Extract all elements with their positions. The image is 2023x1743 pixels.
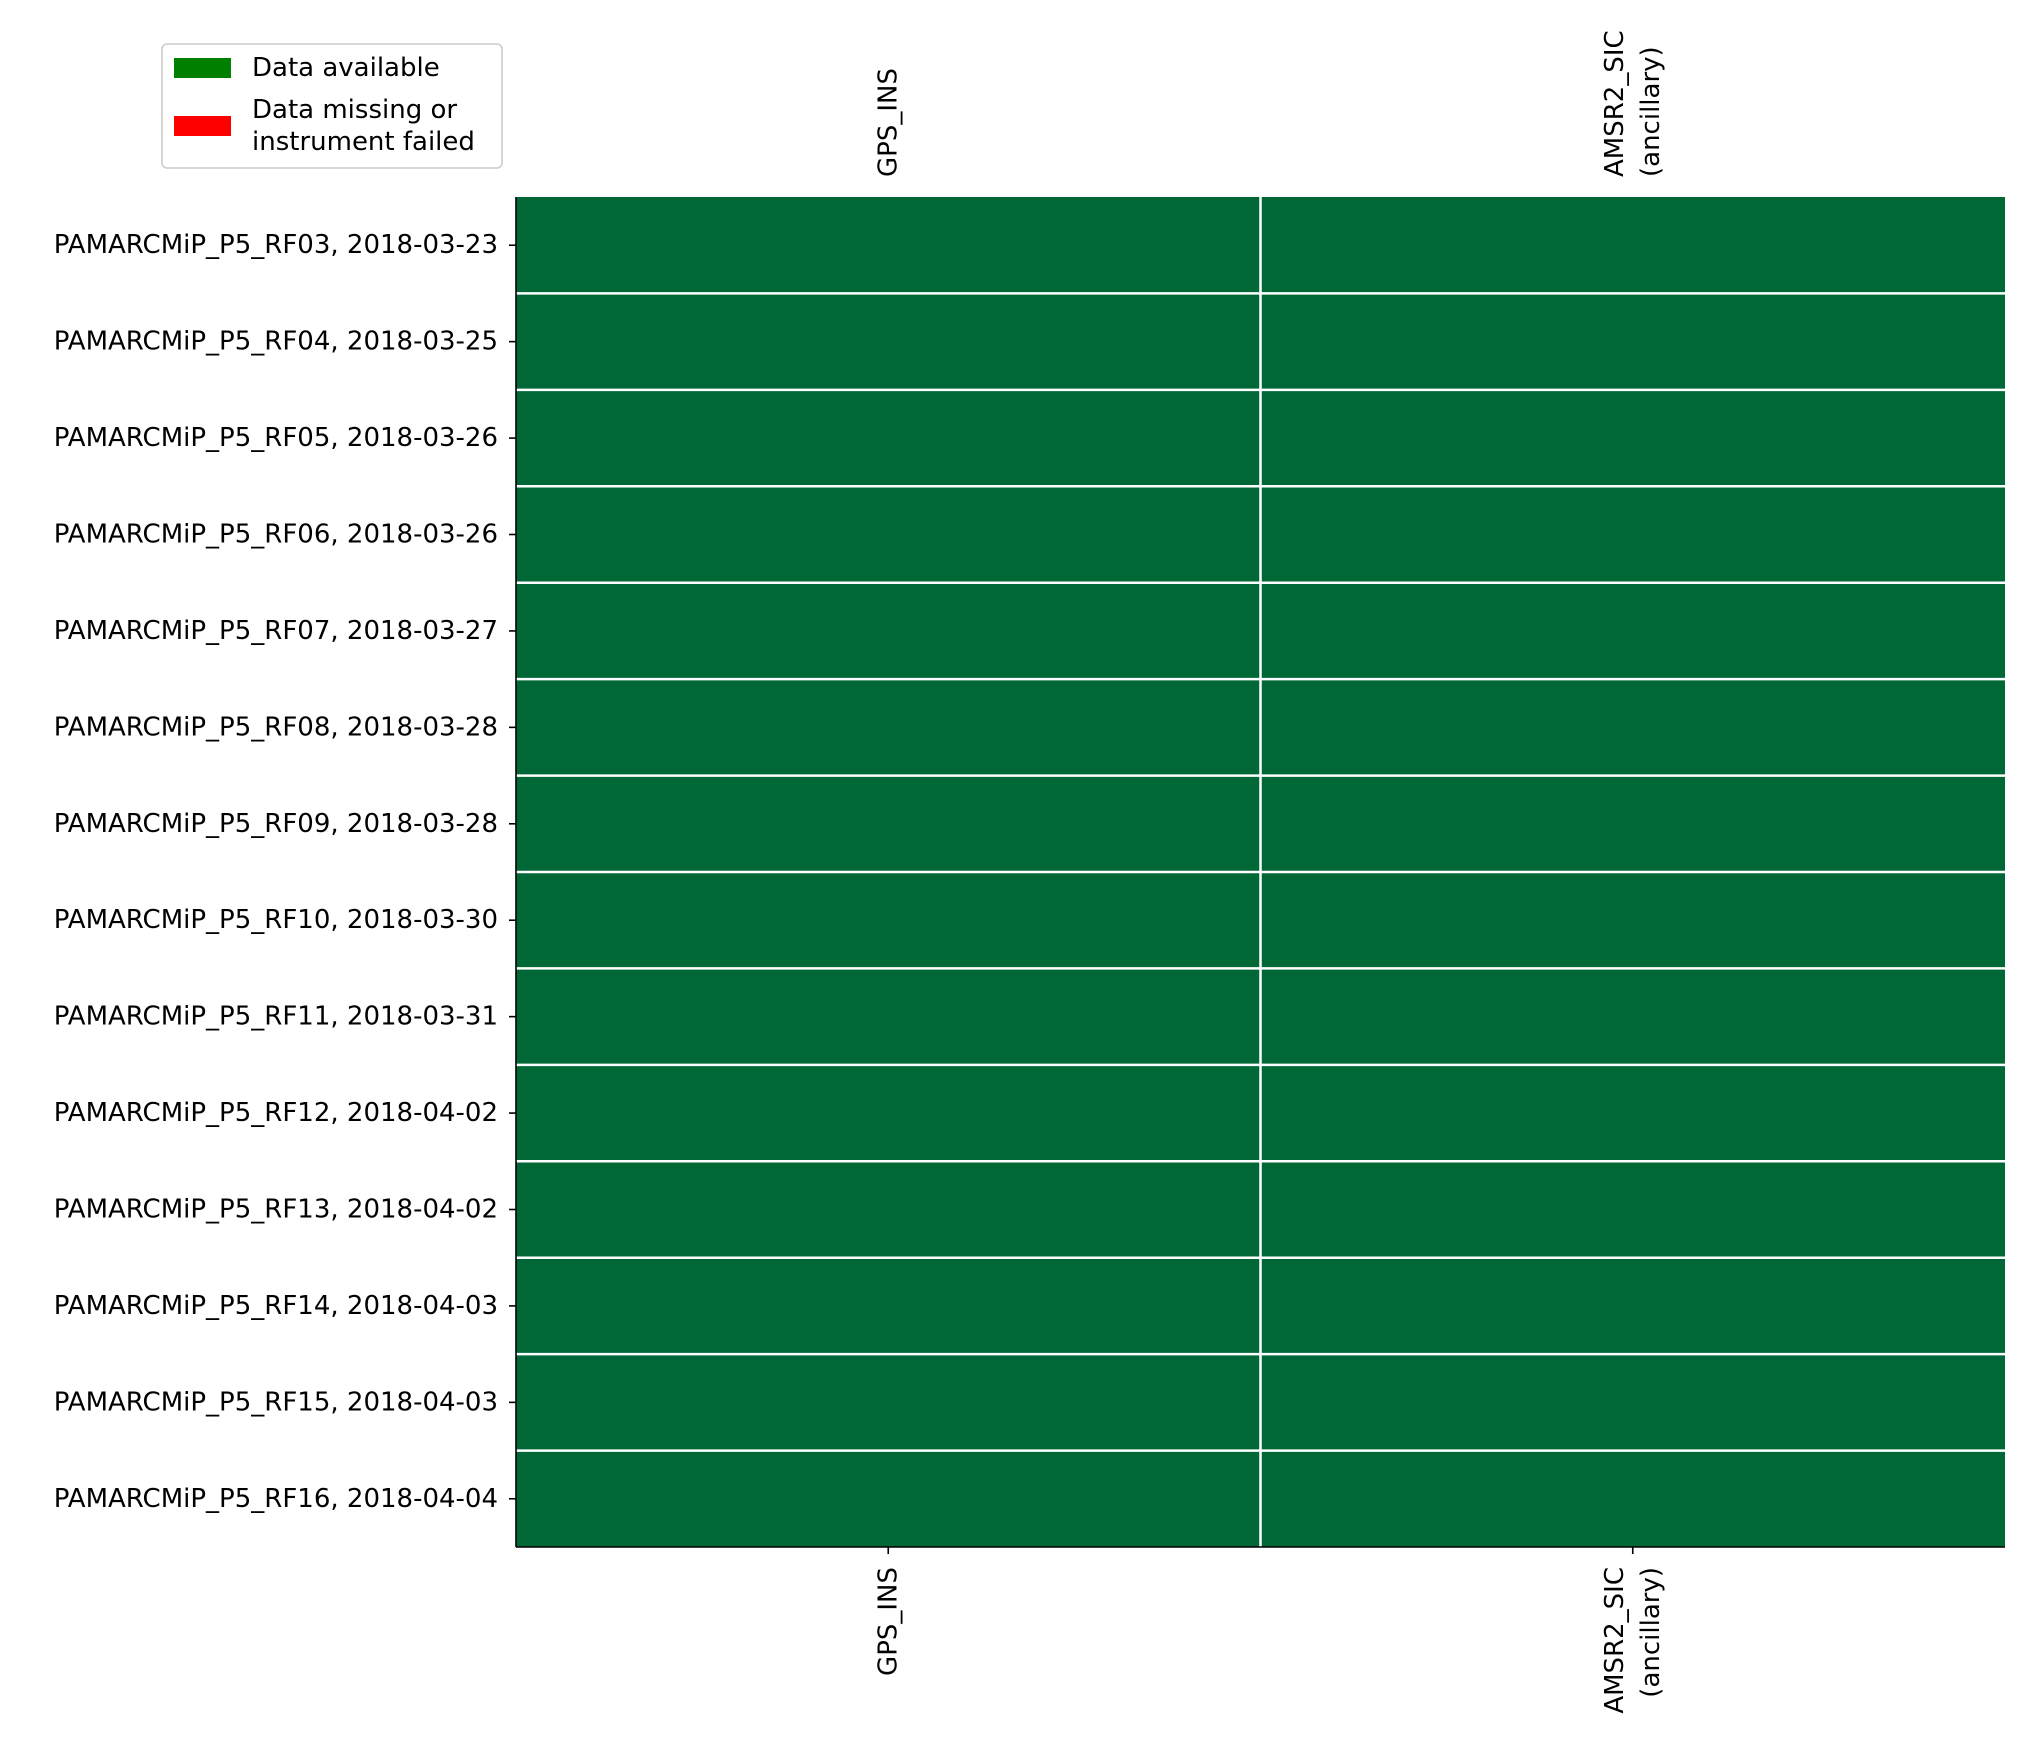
column-label-top-line: (ancillary) — [1636, 46, 1666, 177]
heatmap-cell — [516, 1354, 1261, 1451]
heatmap-cell — [516, 1450, 1261, 1547]
column-labels-bottom: GPS_INS AMSR2_SIC (ancillary) — [873, 1547, 1666, 1714]
row-label: PAMARCMiP_P5_RF12, 2018-04-02 — [54, 1098, 498, 1128]
column-label-bottom-line: (ancillary) — [1636, 1567, 1666, 1698]
row-label: PAMARCMiP_P5_RF04, 2018-03-25 — [54, 327, 498, 357]
heatmap-cell — [1260, 486, 2005, 583]
heatmap-cell — [1260, 1450, 2005, 1547]
heatmap-cell — [516, 679, 1261, 776]
legend-swatch — [174, 116, 231, 136]
legend-frame — [161, 43, 503, 169]
axes — [515, 197, 2005, 1548]
heatmap-cell — [516, 872, 1261, 969]
column-label-bottom: AMSR2_SIC (ancillary) — [1600, 1567, 1666, 1714]
legend-label: Data available — [252, 53, 440, 83]
heatmap-cell — [1260, 1161, 2005, 1258]
column-label-top-line: GPS_INS — [873, 68, 903, 177]
column-labels-top: GPS_INS AMSR2_SIC (ancillary) — [873, 30, 1666, 177]
heatmap-cells — [516, 197, 2005, 1547]
row-label: PAMARCMiP_P5_RF07, 2018-03-27 — [54, 616, 498, 646]
heatmap-cell — [1260, 679, 2005, 776]
column-label-top: GPS_INS — [873, 68, 903, 177]
row-label: PAMARCMiP_P5_RF16, 2018-04-04 — [54, 1484, 498, 1514]
heatmap-cell — [1260, 389, 2005, 487]
heatmap-cell — [516, 775, 1261, 872]
legend-label: instrument failed — [252, 127, 475, 157]
heatmap-cell — [516, 486, 1261, 583]
heatmap-cell — [516, 1257, 1261, 1355]
heatmap-cell — [516, 293, 1261, 390]
heatmap-cell — [1260, 293, 2005, 390]
heatmap-cell — [516, 1064, 1261, 1162]
heatmap-cell — [1260, 1354, 2005, 1451]
heatmap-cell — [516, 968, 1261, 1065]
column-label-bottom: GPS_INS — [873, 1567, 903, 1676]
row-label: PAMARCMiP_P5_RF10, 2018-03-30 — [54, 905, 498, 935]
column-label-top-line: AMSR2_SIC — [1600, 30, 1630, 177]
row-label: PAMARCMiP_P5_RF14, 2018-04-03 — [54, 1291, 498, 1321]
legend: Data available Data missing orinstrument … — [161, 43, 503, 169]
legend-swatch — [174, 58, 231, 78]
row-label: PAMARCMiP_P5_RF03, 2018-03-23 — [54, 230, 498, 260]
heatmap-cell — [1260, 775, 2005, 872]
heatmap-cell — [516, 582, 1261, 680]
heatmap-cell — [1260, 582, 2005, 680]
cell-separators — [516, 197, 2005, 1547]
heatmap-cell — [1260, 968, 2005, 1065]
heatmap-cell — [1260, 1064, 2005, 1162]
row-label: PAMARCMiP_P5_RF08, 2018-03-28 — [54, 712, 498, 742]
heatmap-cell — [516, 197, 1261, 294]
heatmap-cell — [516, 1161, 1261, 1258]
column-label-bottom-line: AMSR2_SIC — [1600, 1567, 1630, 1714]
heatmap-cell — [516, 389, 1261, 487]
row-label: PAMARCMiP_P5_RF09, 2018-03-28 — [54, 809, 498, 839]
row-label: PAMARCMiP_P5_RF05, 2018-03-26 — [54, 423, 498, 453]
row-label: PAMARCMiP_P5_RF11, 2018-03-31 — [54, 1002, 498, 1032]
heatmap-cell — [1260, 197, 2005, 294]
heatmap-cell — [1260, 1257, 2005, 1355]
legend-label: Data missing or — [252, 95, 457, 125]
heatmap-cell — [1260, 872, 2005, 969]
column-label-top: AMSR2_SIC (ancillary) — [1600, 30, 1666, 177]
row-label: PAMARCMiP_P5_RF13, 2018-04-02 — [54, 1195, 498, 1225]
row-label: PAMARCMiP_P5_RF06, 2018-03-26 — [54, 520, 498, 550]
column-label-bottom-line: GPS_INS — [873, 1567, 903, 1676]
row-label: PAMARCMiP_P5_RF15, 2018-04-03 — [54, 1387, 498, 1417]
row-labels: PAMARCMiP_P5_RF03, 2018-03-23 PAMARCMiP_P… — [54, 230, 516, 1514]
